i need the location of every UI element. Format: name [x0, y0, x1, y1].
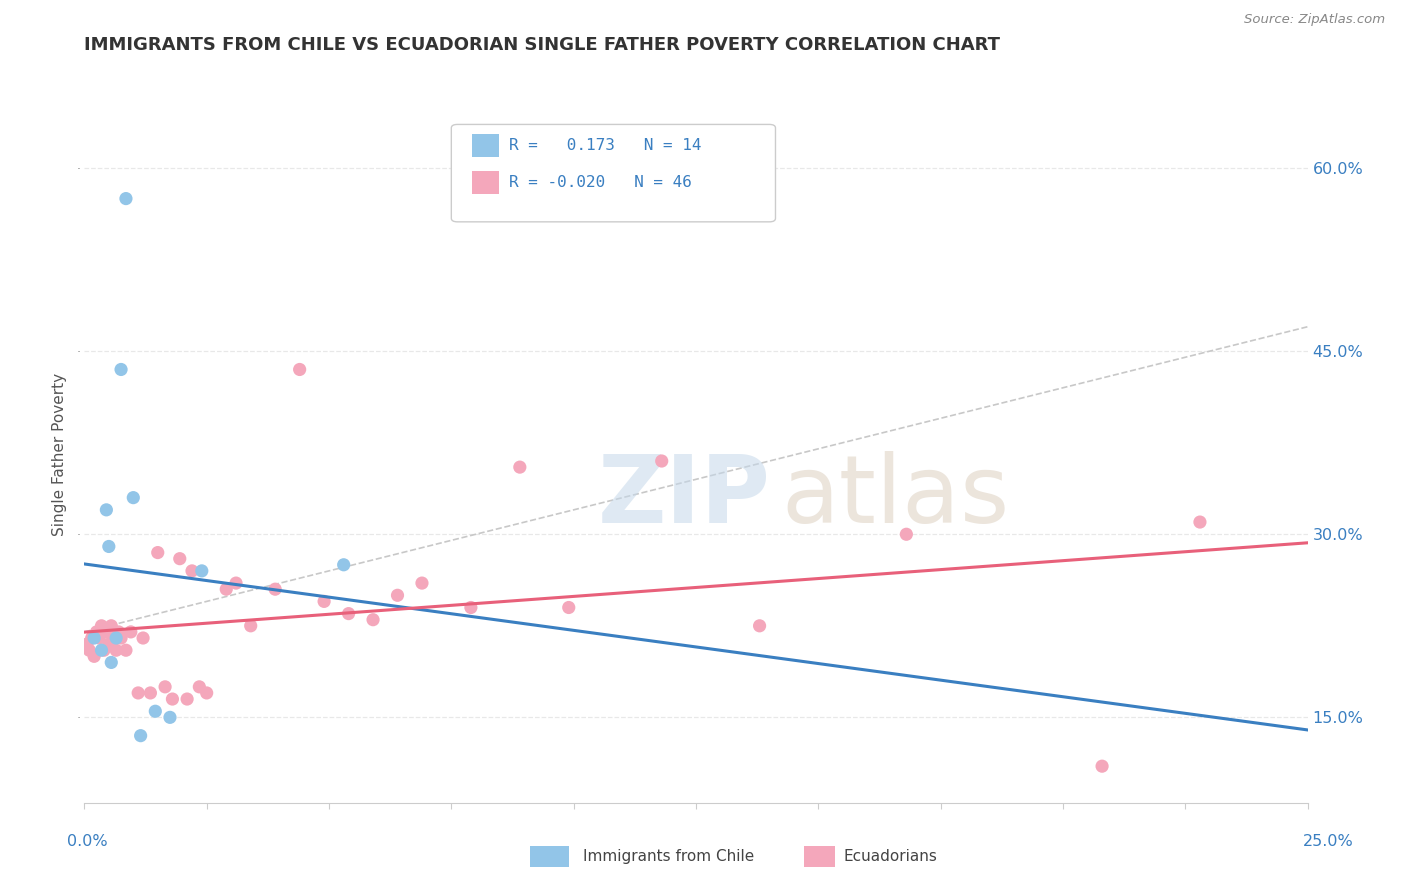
Point [100, 656, 122, 670]
Point [96, 624, 118, 639]
Point [1188, 515, 1211, 529]
Text: 0.0%: 0.0% [67, 834, 107, 849]
Point [264, 582, 287, 597]
Point [122, 491, 145, 505]
Point [105, 631, 128, 645]
FancyBboxPatch shape [451, 124, 776, 222]
Point [90, 619, 112, 633]
Point [411, 576, 433, 591]
Point [896, 527, 918, 541]
FancyBboxPatch shape [472, 134, 499, 157]
Point [159, 710, 181, 724]
Point [361, 613, 384, 627]
Point [162, 692, 184, 706]
Point [748, 619, 770, 633]
Text: ZIP: ZIP [598, 450, 770, 542]
Point [314, 594, 336, 608]
Point [105, 643, 128, 657]
Point [96, 503, 118, 517]
Point [215, 582, 238, 597]
Point [143, 704, 166, 718]
Text: Ecuadorians: Ecuadorians [844, 849, 938, 863]
Point [181, 564, 204, 578]
Point [188, 680, 211, 694]
Point [120, 624, 142, 639]
Point [176, 692, 198, 706]
Point [83, 631, 105, 645]
Text: IMMIGRANTS FROM CHILE VS ECUADORIAN SINGLE FATHER POVERTY CORRELATION CHART: IMMIGRANTS FROM CHILE VS ECUADORIAN SING… [84, 36, 1000, 54]
Point [97, 540, 120, 554]
Point [146, 545, 169, 559]
Point [107, 624, 129, 639]
Text: R = -0.020   N = 46: R = -0.020 N = 46 [509, 175, 692, 190]
Point [169, 551, 191, 566]
Point [558, 600, 581, 615]
Text: Immigrants from Chile: Immigrants from Chile [583, 849, 755, 863]
Point [651, 454, 673, 468]
Point [110, 631, 132, 645]
Point [76, 637, 98, 651]
Point [387, 588, 409, 602]
Point [77, 643, 100, 657]
Point [239, 619, 262, 633]
Y-axis label: Single Father Poverty: Single Father Poverty [52, 374, 66, 536]
Point [195, 686, 218, 700]
Point [83, 649, 105, 664]
Point [139, 686, 162, 700]
Point [153, 680, 176, 694]
Point [127, 686, 149, 700]
Text: atlas: atlas [782, 450, 1010, 542]
Point [288, 362, 311, 376]
Point [93, 643, 115, 657]
Point [337, 607, 360, 621]
Point [115, 643, 138, 657]
Point [90, 643, 112, 657]
Point [87, 631, 110, 645]
Point [132, 631, 155, 645]
Point [509, 460, 531, 475]
Point [332, 558, 354, 572]
Point [460, 600, 482, 615]
Point [100, 619, 122, 633]
Point [80, 631, 103, 645]
Text: 25.0%: 25.0% [1303, 834, 1354, 849]
Point [97, 637, 120, 651]
Point [1091, 759, 1114, 773]
Point [225, 576, 247, 591]
FancyBboxPatch shape [472, 171, 499, 194]
Text: R =   0.173   N = 14: R = 0.173 N = 14 [509, 138, 702, 153]
Point [110, 362, 132, 376]
Point [129, 729, 152, 743]
Point [86, 624, 108, 639]
Point [103, 631, 125, 645]
Point [115, 192, 138, 206]
Point [191, 564, 214, 578]
Text: Source: ZipAtlas.com: Source: ZipAtlas.com [1244, 13, 1385, 27]
